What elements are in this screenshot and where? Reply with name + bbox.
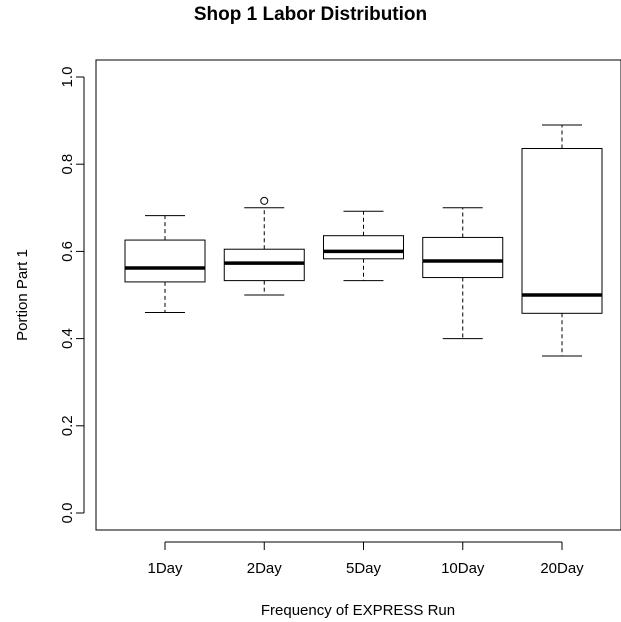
chart-title: Shop 1 Labor Distribution bbox=[193, 4, 428, 25]
x-tick-label: 5Day bbox=[346, 560, 382, 577]
box-iqr bbox=[521, 148, 603, 314]
y-tick-label: 0.6 bbox=[59, 241, 76, 262]
box-series bbox=[124, 124, 603, 357]
box-10day bbox=[422, 207, 504, 340]
box-5day bbox=[323, 210, 404, 282]
x-axis-ticks: 1Day 2Day 5Day 10Day 20Day bbox=[147, 542, 584, 577]
y-tick-label: 0.2 bbox=[59, 415, 76, 436]
box-iqr bbox=[422, 236, 504, 279]
box-1day bbox=[124, 215, 206, 313]
x-tick-label: 10Day bbox=[441, 560, 485, 577]
y-tick-label: 0.4 bbox=[59, 328, 76, 349]
box-iqr bbox=[124, 239, 206, 283]
box-iqr bbox=[323, 235, 404, 260]
x-axis-label: Frequency of EXPRESS Run bbox=[261, 602, 455, 619]
y-axis-ticks: 0.0 0.2 0.4 0.6 0.8 1.0 bbox=[59, 67, 84, 524]
y-axis-label: Portion Part 1 bbox=[14, 249, 31, 341]
y-tick-label: 0.0 bbox=[59, 503, 76, 524]
box-20day bbox=[521, 124, 603, 357]
x-tick-label: 2Day bbox=[247, 560, 283, 577]
x-tick-label: 20Day bbox=[540, 560, 584, 577]
y-tick-label: 0.8 bbox=[59, 154, 76, 175]
outlier-point bbox=[260, 196, 269, 205]
box-2day bbox=[223, 196, 305, 296]
y-tick-label: 1.0 bbox=[59, 67, 76, 88]
plot-frame bbox=[95, 59, 621, 531]
x-tick-label: 1Day bbox=[147, 560, 183, 577]
